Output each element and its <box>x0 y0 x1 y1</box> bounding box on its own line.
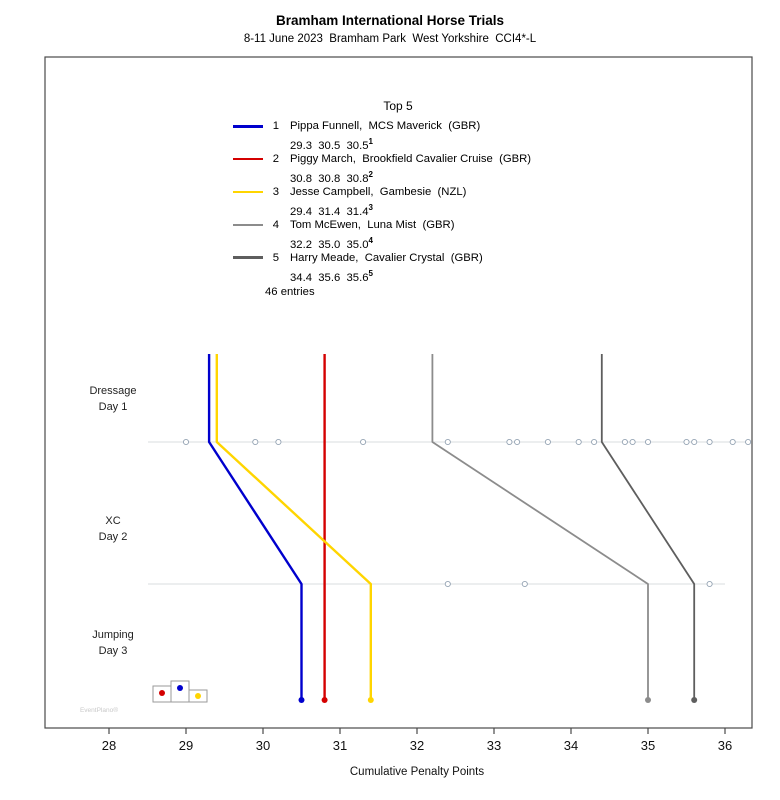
legend-entries-count: 46 entries <box>265 286 315 299</box>
legend-entry-name: Jesse Campbell, Gambesie (NZL) <box>290 185 467 198</box>
legend-entry-name: Tom McEwen, Luna Mist (GBR) <box>290 218 455 231</box>
entry-marker-dressage <box>544 438 551 446</box>
entry-marker-dressage <box>621 438 628 446</box>
entry-marker-after-xc <box>521 580 528 588</box>
legend-line-sample-icon <box>233 256 263 260</box>
legend-rows: 1 Pippa Funnell, MCS Maverick (GBR) 29.3 3… <box>233 118 593 284</box>
axis-tick-label: 35 <box>641 738 655 753</box>
axis-tick-label: 31 <box>333 738 347 753</box>
entry-marker-dressage <box>745 438 752 446</box>
axis-tick-label: 30 <box>256 738 270 753</box>
page-subtitle: 8-11 June 2023 Bramham Park West Yorkshi… <box>243 33 537 45</box>
entry-marker-after-xc <box>706 580 713 588</box>
legend-entry: 3 Jesse Campbell, Gambesie (NZL) <box>233 184 593 200</box>
entry-marker-dressage <box>444 438 451 446</box>
page-title: Bramham International Horse Trials <box>275 13 505 28</box>
legend-entry-scores: 30.8 30.8 30.82 <box>290 170 373 186</box>
axis-tick-label: 34 <box>564 738 578 753</box>
series-end-dot-rank-2 <box>321 697 328 703</box>
axis-tick-label: 32 <box>410 738 424 753</box>
axis-tick-label: 36 <box>718 738 732 753</box>
entry-marker-dressage <box>514 438 521 446</box>
podium-dot-second <box>159 690 165 696</box>
entry-marker-dressage <box>252 438 259 446</box>
legend-entry-name: Harry Meade, Cavalier Crystal (GBR) <box>290 251 483 264</box>
watermark: EventPlano® <box>80 706 118 714</box>
legend-line-sample-icon <box>233 124 263 128</box>
entry-marker-after-xc <box>444 580 451 588</box>
series-end-dot-rank-4 <box>645 697 651 703</box>
legend-entry: 5 Harry Meade, Cavalier Crystal (GBR) <box>233 250 593 266</box>
entry-marker-dressage <box>275 438 282 446</box>
axis-tick-label: 28 <box>102 738 116 753</box>
phase-label: Dressage <box>89 385 136 397</box>
entry-marker-dressage <box>729 438 736 446</box>
axis-tick-label: 29 <box>179 738 193 753</box>
podium-step-first <box>170 680 190 703</box>
plot-border <box>44 56 753 729</box>
legend-entry: 2 Piggy March, Brookfield Cavalier Cruise… <box>233 151 593 167</box>
phase-label: Jumping <box>92 629 134 641</box>
axis-title: Cumulative Penalty Points <box>350 766 484 778</box>
entry-marker-dressage <box>182 438 190 446</box>
phase-label: Day 2 <box>99 531 128 543</box>
legend-rank: 5 <box>272 251 279 264</box>
series-end-dot-rank-3 <box>367 697 374 703</box>
legend-title: Top 5 <box>383 99 413 113</box>
entry-marker-dressage <box>691 438 698 446</box>
legend-line-sample-icon <box>233 190 263 194</box>
legend-rank: 2 <box>272 153 279 166</box>
podium-dot-third <box>195 693 201 699</box>
entry-marker-dressage <box>629 438 636 446</box>
legend-rank: 1 <box>272 120 279 133</box>
legend-entry-name: Pippa Funnell, MCS Maverick (GBR) <box>290 120 481 133</box>
legend-entry-scores: 34.4 35.6 35.65 <box>290 268 373 284</box>
entry-marker-dressage <box>644 438 652 446</box>
legend-rank: 4 <box>272 218 279 231</box>
podium-dot-first <box>177 685 183 691</box>
legend-entry: 4 Tom McEwen, Luna Mist (GBR) <box>233 217 593 233</box>
entry-marker-dressage <box>683 438 690 446</box>
legend-entry-name: Piggy March, Brookfield Cavalier Cruise … <box>290 153 532 166</box>
legend-entry: 1 Pippa Funnell, MCS Maverick (GBR) <box>233 118 593 134</box>
entry-marker-dressage <box>575 438 582 446</box>
entry-marker-dressage <box>506 438 513 446</box>
entry-marker-dressage <box>360 438 367 446</box>
legend-line-sample-icon <box>233 157 263 161</box>
series-line-rank-1 <box>207 354 303 700</box>
series-end-dot-rank-1 <box>298 697 305 703</box>
axis-tick-label: 33 <box>487 738 501 753</box>
entry-marker-dressage <box>706 438 713 446</box>
entry-marker-dressage <box>591 438 598 446</box>
series-line-rank-4 <box>431 354 649 700</box>
legend-entry-scores: 29.4 31.4 31.43 <box>290 203 373 218</box>
series-line-rank-5 <box>600 354 696 700</box>
legend: Top 5 1 Pippa Funnell, MCS Maverick (GBR)… <box>233 94 593 300</box>
phase-label: Day 3 <box>99 645 128 657</box>
series-end-dot-rank-5 <box>691 697 698 703</box>
phase-label: XC <box>105 515 120 527</box>
series-line-rank-3 <box>215 354 372 700</box>
legend-rank: 3 <box>272 185 279 198</box>
phase-label: Day 1 <box>99 401 128 413</box>
legend-line-sample-icon <box>233 223 263 227</box>
legend-entry-scores: 32.2 35.0 35.04 <box>290 236 373 251</box>
legend-entry-scores: 29.3 30.5 30.51 <box>290 137 373 153</box>
